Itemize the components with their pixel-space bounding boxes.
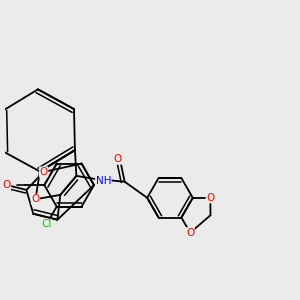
Text: O: O bbox=[31, 194, 40, 204]
Text: O: O bbox=[186, 228, 194, 238]
Text: O: O bbox=[2, 180, 11, 190]
Text: Cl: Cl bbox=[41, 219, 52, 229]
Text: O: O bbox=[113, 154, 122, 164]
Text: O: O bbox=[206, 193, 214, 203]
Text: O: O bbox=[40, 167, 48, 177]
Text: NH: NH bbox=[96, 176, 111, 186]
